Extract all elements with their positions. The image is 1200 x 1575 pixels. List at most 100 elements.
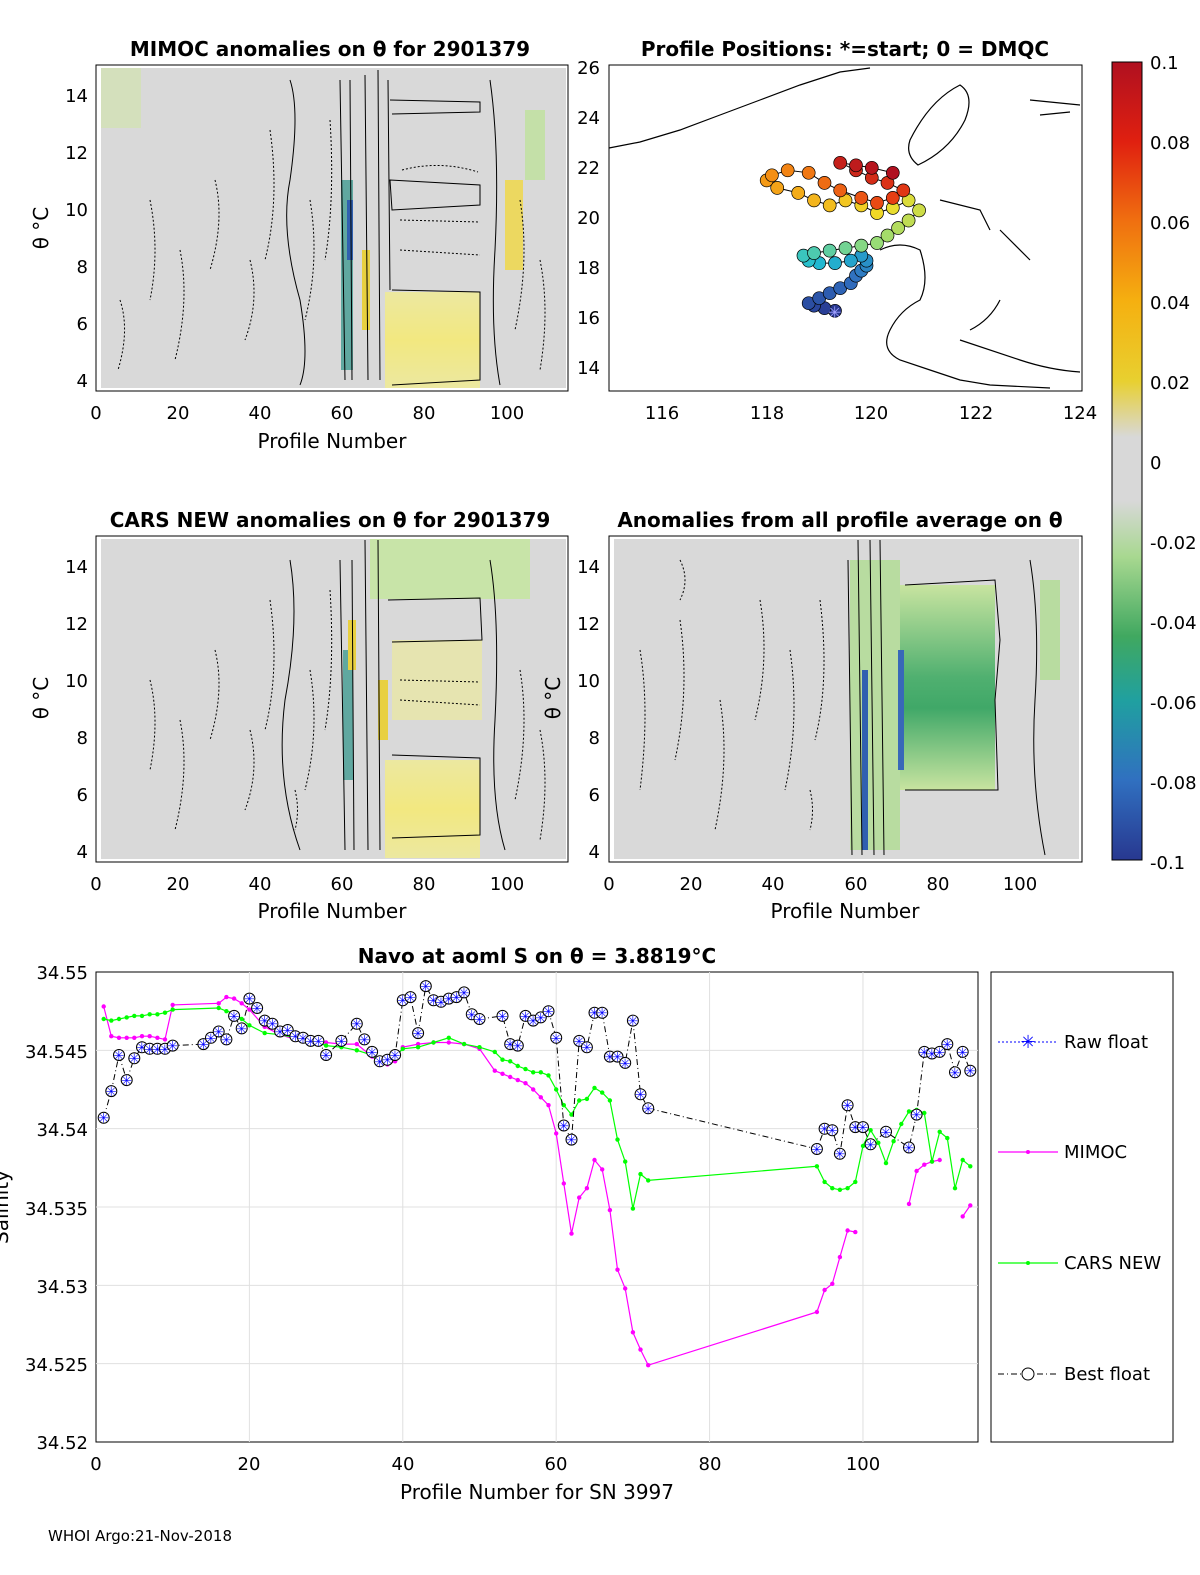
raw-float-marker: ✳	[443, 993, 454, 1008]
raw-float-marker: ✳	[167, 1040, 178, 1055]
raw-float-marker: ✳	[819, 1123, 830, 1138]
colorbar: 0.1 0.08 0.06 0.04 0.02 0 -0.02 -0.04 -0…	[1111, 53, 1197, 874]
allavg-contours	[847, 539, 1046, 856]
salinity-ylabel: Salinity	[0, 1170, 13, 1244]
raw-float-marker: ✳	[604, 1051, 615, 1066]
data-point	[554, 1131, 559, 1136]
best-float-marker	[220, 1033, 233, 1046]
data-point	[922, 1162, 927, 1167]
data-point	[132, 1035, 137, 1041]
best-float-marker	[166, 1039, 179, 1052]
raw-float-marker: ✳	[98, 1112, 109, 1127]
raw-float-marker: ✳	[298, 1032, 309, 1047]
ytick: 10	[65, 200, 88, 221]
data-point	[584, 1186, 590, 1191]
data-point	[876, 1140, 881, 1146]
data-point	[960, 1214, 965, 1219]
data-point	[262, 1030, 267, 1036]
data-point	[139, 1034, 145, 1039]
ytick: 14	[65, 557, 88, 578]
profile-position-marker	[901, 213, 916, 228]
data-point	[638, 1171, 643, 1177]
xtick: 100	[490, 403, 524, 424]
ytick: 6	[77, 314, 88, 335]
raw-float-marker: ✳	[252, 1002, 263, 1017]
data-point	[860, 1143, 866, 1149]
mimoc-yellow-stripe	[362, 250, 370, 330]
data-point	[247, 1007, 252, 1012]
raw-float-marker: ✳	[275, 1026, 286, 1041]
data-point	[592, 1157, 597, 1163]
data-point	[500, 1071, 505, 1077]
raw-float-marker: ✳	[137, 1041, 148, 1056]
data-point	[561, 1181, 566, 1186]
data-point	[600, 1090, 605, 1095]
mimoc-end-line	[962, 1205, 971, 1217]
float-track	[759, 155, 926, 318]
data-point	[431, 1040, 436, 1045]
positions-y-ticks: 14 16 18 20 22 24 26	[577, 58, 600, 379]
data-point	[224, 994, 229, 1000]
ytick: 4	[589, 842, 600, 863]
data-point	[600, 1167, 605, 1172]
mimoc-field	[101, 68, 566, 388]
data-point	[822, 1179, 827, 1185]
best-float-marker	[542, 1005, 555, 1018]
salinity-xlabel: Profile Number for SN 3997	[400, 1480, 674, 1504]
cars-y-ticks: 4 6 8 10 12 14	[65, 557, 88, 863]
raw-float-marker: ✳	[198, 1038, 209, 1053]
best-float-marker	[358, 1033, 371, 1046]
data-point	[323, 1040, 329, 1045]
allavg-green-cell	[1040, 580, 1060, 680]
raw-float-marker: ✳	[597, 1007, 608, 1022]
xtick: 60	[331, 874, 354, 895]
xtick: 40	[392, 1454, 415, 1475]
raw-float-marker: ✳	[144, 1043, 155, 1058]
cbtick: -0.1	[1150, 853, 1185, 874]
profile-position-marker	[828, 256, 842, 270]
best-float-marker	[389, 1049, 402, 1061]
profile-position-marker	[807, 246, 821, 260]
raw-float-marker: ✳	[904, 1142, 915, 1157]
raw-float-marker: ✳	[842, 1099, 853, 1114]
raw-float-marker: ✳	[267, 1018, 278, 1033]
data-point	[446, 1035, 451, 1041]
data-point	[231, 996, 237, 1001]
xtick: 20	[680, 874, 703, 895]
best-float-marker	[105, 1085, 118, 1098]
data-point	[814, 1309, 820, 1315]
profile-position-marker	[833, 183, 848, 198]
best-float-marker	[642, 1102, 655, 1115]
best-float-marker	[626, 1014, 639, 1027]
profile-position-marker	[780, 163, 795, 178]
data-point	[170, 1007, 175, 1012]
xtick: 122	[959, 403, 993, 424]
data-point	[853, 1229, 858, 1235]
cbtick: -0.02	[1150, 533, 1197, 554]
xtick: 80	[413, 403, 436, 424]
mimoc-yellow-cell	[505, 180, 523, 270]
raw-float-marker: ✳	[558, 1120, 569, 1135]
raw-float-marker: ✳	[942, 1038, 953, 1053]
mimoc-dotted-contours	[117, 119, 546, 371]
raw-float-marker: ✳	[566, 1134, 577, 1149]
data-point	[814, 1164, 820, 1169]
asterisk-icon: ✳	[1020, 1032, 1035, 1053]
data-point	[523, 1081, 528, 1086]
data-point	[216, 1005, 221, 1011]
best-float-marker	[833, 1147, 846, 1160]
raw-float-marker: ✳	[160, 1043, 171, 1058]
data-point	[968, 1203, 973, 1208]
profile-position-marker	[854, 238, 869, 253]
data-point	[592, 1085, 597, 1091]
data-point	[162, 1010, 168, 1015]
data-point	[623, 1159, 628, 1164]
data-point	[538, 1070, 543, 1075]
data-point	[415, 1045, 421, 1050]
raw-float-marker: ✳	[950, 1066, 961, 1081]
colorbar-gradient	[1111, 61, 1143, 861]
ytick: 34.54	[36, 1120, 88, 1141]
data-point	[630, 1330, 636, 1335]
raw-float-marker: ✳	[957, 1046, 968, 1061]
ytick: 34.525	[25, 1355, 88, 1376]
